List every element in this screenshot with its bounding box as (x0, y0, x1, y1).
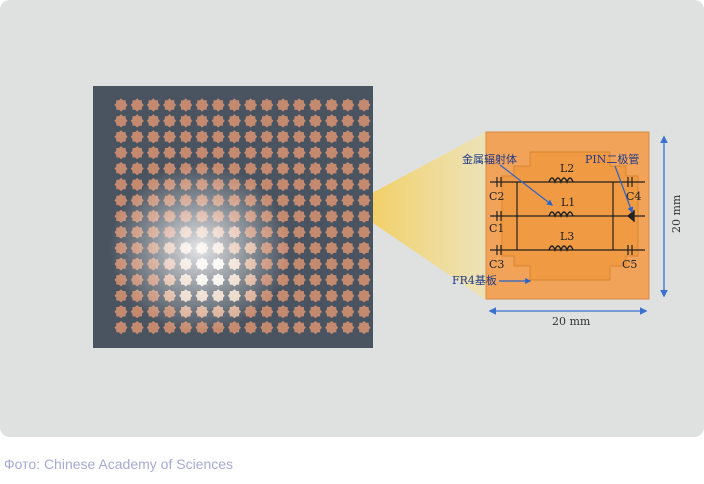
label-metal-radiator: 金属辐射体 (462, 152, 517, 166)
photo-caption: Фото: Chinese Academy of Sciences (4, 456, 234, 472)
metasurface-figure: 金属辐射体 PIN二极管 FR4基板 L2 L1 L3 C2 C1 C3 C4 … (93, 86, 683, 348)
label-l1: L1 (561, 196, 575, 209)
pointer-arrows (499, 164, 634, 284)
label-height: 20 mm (670, 194, 683, 233)
label-c5: C5 (622, 258, 637, 271)
label-pin-diode: PIN二极管 (585, 152, 639, 166)
label-c1: C1 (489, 222, 504, 235)
label-c4: C4 (626, 190, 641, 203)
label-width: 20 mm (552, 315, 591, 328)
zoom-beam (348, 132, 486, 300)
label-c2: C2 (489, 190, 504, 203)
label-l3: L3 (560, 230, 574, 243)
label-l2: L2 (560, 162, 574, 175)
label-fr4: FR4基板 (452, 273, 497, 287)
dimension-arrows (488, 135, 668, 315)
label-c3: C3 (489, 258, 504, 271)
circuit (490, 177, 645, 255)
photo: 金属辐射体 PIN二极管 FR4基板 L2 L1 L3 C2 C1 C3 C4 … (0, 0, 704, 437)
hot-spot (93, 86, 373, 348)
